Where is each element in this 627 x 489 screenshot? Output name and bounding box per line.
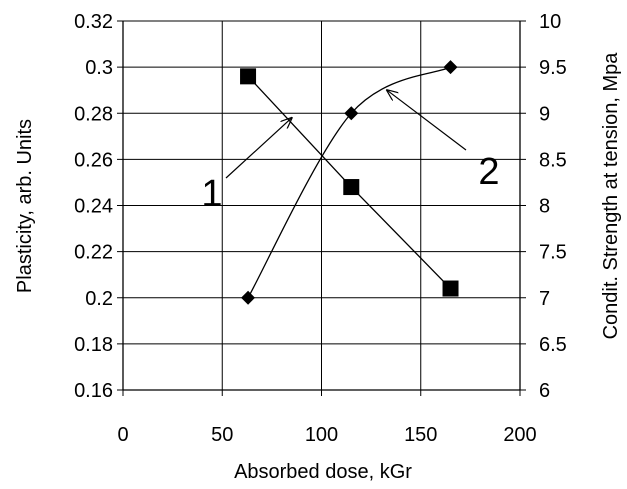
left-y-axis-label: Plasticity, arb. Units bbox=[14, 119, 36, 293]
annotation-1-arrow bbox=[225, 118, 292, 179]
left-y-tick-label: 0.18 bbox=[74, 334, 113, 356]
series-1-square-marker bbox=[240, 68, 257, 85]
x-tick-label: 50 bbox=[211, 424, 233, 446]
x-tick-label: 150 bbox=[404, 424, 437, 446]
labels-layer: Absorbed dose, kGr Plasticity, arb. Unit… bbox=[14, 52, 622, 483]
series-2-diamond-marker bbox=[443, 60, 458, 75]
left-y-tick-label: 0.28 bbox=[74, 103, 113, 125]
grid-layer bbox=[123, 20, 520, 390]
right-y-tick-label: 7.5 bbox=[539, 242, 567, 264]
annotation-2-arrow bbox=[387, 90, 467, 151]
left-y-tick-label: 0.22 bbox=[74, 242, 113, 264]
x-tick-label: 0 bbox=[117, 424, 128, 446]
right-y-tick-label: 10 bbox=[539, 11, 561, 33]
right-y-tick-label: 6 bbox=[539, 380, 550, 402]
left-y-tick-label: 0.16 bbox=[74, 380, 113, 402]
right-y-tick-label: 7 bbox=[539, 288, 550, 310]
left-y-tick-label: 0.3 bbox=[85, 57, 113, 79]
left-y-tick-label: 0.24 bbox=[74, 196, 113, 218]
right-y-tick-label: 9.5 bbox=[539, 57, 567, 79]
x-axis-label: Absorbed dose, kGr bbox=[234, 461, 412, 483]
annotation-2-label: 2 bbox=[478, 151, 499, 193]
x-tick-label: 200 bbox=[503, 424, 536, 446]
right-y-tick-label: 6.5 bbox=[539, 334, 567, 356]
right-y-tick-label: 9 bbox=[539, 103, 550, 125]
annotation-layer: 12 bbox=[201, 90, 500, 215]
series-2-diamond-marker bbox=[241, 290, 256, 305]
series-2-line bbox=[247, 66, 451, 299]
series-1-square-marker bbox=[442, 280, 459, 297]
left-y-tick-label: 0.26 bbox=[74, 149, 113, 171]
left-y-tick-label: 0.32 bbox=[74, 11, 113, 33]
right-y-tick-label: 8 bbox=[539, 196, 550, 218]
x-tick-label: 100 bbox=[305, 424, 338, 446]
left-y-tick-label: 0.2 bbox=[85, 288, 113, 310]
right-y-axis-label: Condit. Strength at tension, Mpa bbox=[600, 52, 622, 340]
annotation-1-label: 1 bbox=[201, 173, 222, 215]
series-layer bbox=[240, 60, 459, 305]
series-2-diamond-marker bbox=[344, 106, 359, 121]
right-y-tick-label: 8.5 bbox=[539, 149, 567, 171]
axes-layer: 0.16 0.18 0.2 0.22 0.24 0.26 0.28 0.3 0.32 6 6.5 7 7… bbox=[74, 11, 567, 446]
series-1-square-marker bbox=[343, 179, 360, 196]
